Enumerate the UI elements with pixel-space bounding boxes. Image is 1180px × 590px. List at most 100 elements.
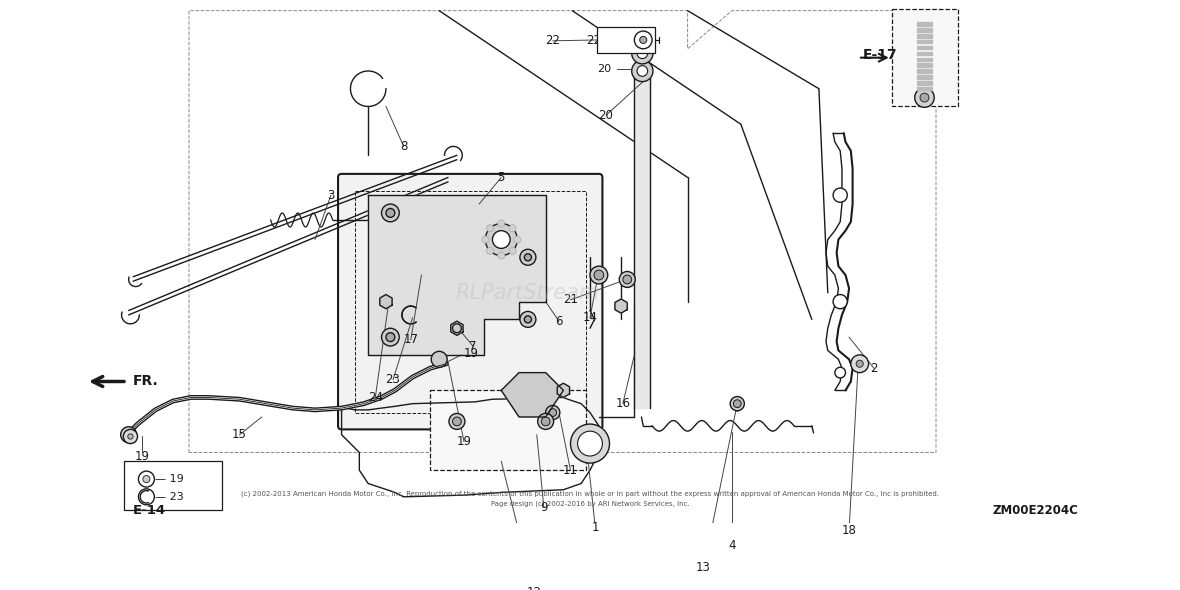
Text: 4: 4 [728,539,735,552]
Polygon shape [368,195,545,355]
Bar [124,461,222,510]
Circle shape [381,328,399,346]
Circle shape [143,476,150,483]
Polygon shape [917,69,931,73]
Text: RLPartStream: RLPartStream [455,283,599,303]
Circle shape [623,275,631,284]
Circle shape [485,224,517,255]
Polygon shape [451,321,463,335]
Polygon shape [917,46,931,50]
Text: 3: 3 [327,189,335,202]
Circle shape [386,208,395,217]
Text: 23: 23 [386,373,400,386]
Polygon shape [635,71,650,408]
Circle shape [640,37,647,44]
Circle shape [448,414,465,430]
Circle shape [520,312,536,327]
Polygon shape [615,299,628,313]
Circle shape [549,409,557,417]
Text: 15: 15 [232,428,247,441]
Circle shape [138,489,155,505]
Text: 8: 8 [400,140,407,153]
Circle shape [513,236,520,243]
Circle shape [851,355,868,373]
Circle shape [570,424,610,463]
Text: 19: 19 [135,450,150,463]
Circle shape [631,42,653,64]
Text: 16: 16 [615,397,630,410]
Text: 12: 12 [526,586,542,590]
Text: 2: 2 [870,362,878,375]
FancyBboxPatch shape [337,174,603,430]
Text: 21: 21 [563,293,578,306]
Circle shape [453,417,461,426]
Circle shape [590,266,608,284]
Text: 20: 20 [597,64,611,74]
Text: E-14: E-14 [133,504,166,517]
Text: 13: 13 [696,561,712,574]
Bar [892,9,958,106]
Circle shape [620,271,635,287]
Circle shape [120,427,137,442]
Text: Page design (c) 2002-2016 by ARI Network Services, Inc.: Page design (c) 2002-2016 by ARI Network… [491,501,689,507]
Circle shape [914,88,935,107]
Text: — 23: — 23 [156,492,184,502]
Circle shape [538,414,553,430]
Circle shape [733,400,741,408]
Circle shape [545,405,559,419]
Circle shape [524,254,531,261]
Text: 19: 19 [464,346,479,359]
Polygon shape [917,63,931,67]
Text: 9: 9 [540,501,548,514]
Circle shape [637,48,648,58]
Circle shape [857,360,864,368]
Text: 22: 22 [586,34,602,47]
Polygon shape [917,87,931,90]
Circle shape [833,188,847,202]
Circle shape [637,65,648,76]
Circle shape [386,333,395,342]
Text: 22: 22 [545,34,560,47]
Text: E-17: E-17 [863,48,897,62]
Polygon shape [376,301,386,311]
Polygon shape [386,301,395,311]
Circle shape [124,430,138,444]
Polygon shape [917,81,931,84]
Circle shape [833,294,847,309]
Text: 1: 1 [591,522,599,535]
Text: 11: 11 [563,464,578,477]
Circle shape [125,431,132,438]
Text: (c) 2002-2013 American Honda Motor Co., Inc. Reproduction of the contents of thi: (c) 2002-2013 American Honda Motor Co., … [241,490,939,497]
Circle shape [486,225,493,232]
Circle shape [520,250,536,266]
Text: 24: 24 [368,391,382,404]
Circle shape [381,204,399,222]
Circle shape [127,434,133,439]
Text: — 19: — 19 [156,474,184,484]
Circle shape [635,31,653,49]
Text: 22: 22 [608,35,622,45]
Text: 18: 18 [841,524,857,537]
Text: 19: 19 [457,435,472,448]
Circle shape [498,220,505,227]
Circle shape [481,236,489,243]
Polygon shape [189,11,936,453]
Circle shape [138,471,155,487]
Polygon shape [557,384,570,398]
Circle shape [524,316,531,323]
Circle shape [835,368,846,378]
Polygon shape [917,75,931,78]
Circle shape [577,431,603,456]
Circle shape [431,351,447,368]
Circle shape [730,396,745,411]
Circle shape [486,247,493,254]
Polygon shape [917,28,931,32]
Circle shape [492,231,510,248]
Circle shape [452,324,461,333]
Polygon shape [380,294,392,309]
Bar [431,391,585,470]
Polygon shape [917,34,931,38]
Text: 17: 17 [404,333,418,346]
Circle shape [509,225,516,232]
Circle shape [542,417,550,426]
